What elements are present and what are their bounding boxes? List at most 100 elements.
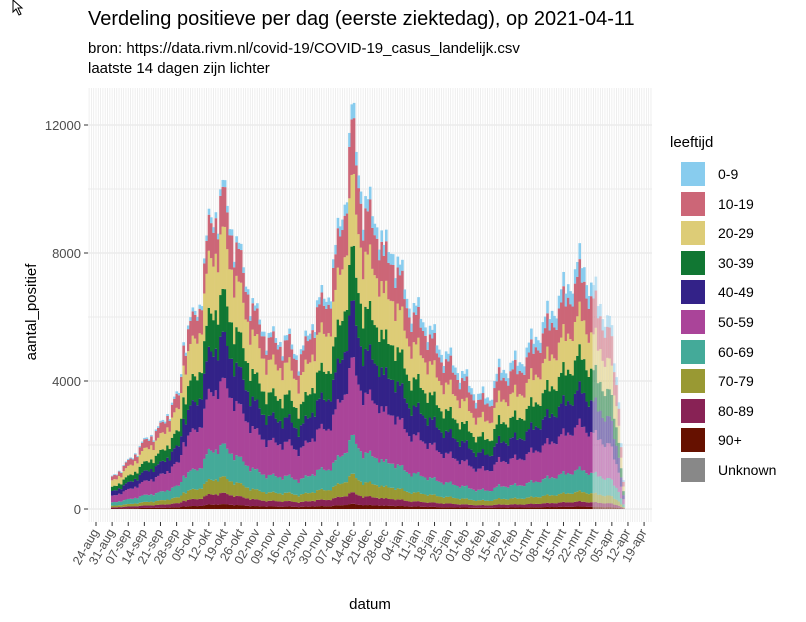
bar-segment-60-69 xyxy=(138,496,142,503)
bar-segment-0-9 xyxy=(292,353,296,359)
bar-segment-40-49 xyxy=(541,419,545,446)
bar-segment-50-59 xyxy=(166,471,169,491)
bar-segment-70-79 xyxy=(348,476,351,494)
bar-segment-90+ xyxy=(345,505,349,509)
bar-segment-60-69 xyxy=(173,486,176,498)
bar-segment-90+ xyxy=(120,508,123,509)
bar-segment-90+ xyxy=(163,507,167,509)
bar-segment-50-59 xyxy=(182,442,185,476)
bar-segment-40-49 xyxy=(136,480,139,488)
bar-segment-40-49 xyxy=(341,359,344,401)
bar-segment-80-89 xyxy=(371,497,374,506)
bar-segment-80-89 xyxy=(583,501,586,507)
bar-segment-60-69 xyxy=(223,443,227,477)
bar-segment-0-9 xyxy=(444,351,448,360)
bar-segment-80-89 xyxy=(249,499,252,507)
bar-segment-80-89 xyxy=(456,504,459,508)
bar-segment-20-29 xyxy=(398,310,402,353)
bar-segment-0-9 xyxy=(216,233,220,240)
bar-segment-0-9 xyxy=(110,475,114,477)
bar-segment-0-9 xyxy=(523,366,526,375)
bar-segment-70-79 xyxy=(361,484,365,498)
bar-segment-50-59 xyxy=(124,490,128,500)
bar-segment-70-79 xyxy=(516,498,519,505)
bar-segment-70-79 xyxy=(161,500,165,505)
bar-segment-90+ xyxy=(571,506,575,509)
legend-label: 80-89 xyxy=(718,402,754,419)
bar-segment-30-39 xyxy=(451,418,455,438)
bar-segment-0-9 xyxy=(509,362,512,372)
bar-segment-90+ xyxy=(596,506,600,509)
bar-segment-10-19 xyxy=(387,262,390,300)
bar-segment-90+ xyxy=(433,506,436,509)
bar-segment-30-39 xyxy=(555,390,559,418)
bar-segment-40-49 xyxy=(239,367,243,405)
bar-segment-80-89 xyxy=(573,501,577,507)
bar-segment-60-69 xyxy=(596,476,600,495)
bar-segment-40-49 xyxy=(461,440,464,461)
bar-segment-10-19 xyxy=(198,308,202,334)
bar-segment-50-59 xyxy=(325,430,328,471)
bar-segment-80-89 xyxy=(267,500,271,507)
bar-segment-30-39 xyxy=(435,405,439,428)
bar-segment-70-79 xyxy=(511,498,515,505)
bar-segment-30-39 xyxy=(490,440,494,456)
bar-segment-80-89 xyxy=(334,497,337,506)
bar-segment-90+ xyxy=(196,506,199,509)
bar-segment-40-49 xyxy=(481,449,485,467)
bar-segment-30-39 xyxy=(207,307,211,347)
bar-segment-20-29 xyxy=(168,431,172,449)
bar-segment-40-49 xyxy=(180,436,183,456)
bar-segment-10-19 xyxy=(355,165,358,215)
bar-segment-50-59 xyxy=(140,482,144,496)
bar-segment-0-9 xyxy=(180,374,183,377)
bar-segment-80-89 xyxy=(442,503,446,508)
bar-segment-10-19 xyxy=(341,230,344,270)
bar-segment-70-79 xyxy=(283,492,287,502)
bar-segment-50-59 xyxy=(219,381,222,446)
bar-segment-10-19 xyxy=(170,404,174,418)
bar-segment-0-9 xyxy=(461,370,464,379)
bar-segment-10-19 xyxy=(177,395,181,410)
bar-segment-70-79 xyxy=(546,494,549,503)
bar-segment-80-89 xyxy=(226,494,229,505)
bar-segment-30-39 xyxy=(262,391,266,415)
bar-segment-30-39 xyxy=(361,328,365,367)
bar-segment-40-49 xyxy=(484,455,487,471)
bar-segment-30-39 xyxy=(258,383,261,409)
bar-segment-60-69 xyxy=(133,497,137,504)
bar-segment-50-59 xyxy=(175,461,179,486)
bar-segment-40-49 xyxy=(527,429,531,453)
bar-segment-50-59 xyxy=(431,444,434,479)
chart-subtitle-source: bron: https://data.rivm.nl/covid-19/COVI… xyxy=(88,40,520,57)
bar-segment-50-59 xyxy=(500,461,503,487)
bar-segment-80-89 xyxy=(260,500,264,507)
bar-segment-40-49 xyxy=(175,445,179,462)
bar-segment-30-39 xyxy=(350,246,354,301)
bar-segment-90+ xyxy=(302,506,305,509)
bar-segment-80-89 xyxy=(297,502,301,508)
bar-segment-60-69 xyxy=(267,474,271,493)
bar-segment-90+ xyxy=(138,508,142,509)
bar-segment-80-89 xyxy=(391,499,395,506)
bar-segment-90+ xyxy=(527,507,531,509)
bar-segment-30-39 xyxy=(403,368,407,399)
bar-segment-40-49 xyxy=(497,435,501,457)
bar-segment-10-19 xyxy=(249,320,252,345)
bar-segment-40-49 xyxy=(502,441,506,461)
bar-segment-10-19 xyxy=(560,302,563,338)
bar-segment-40-49 xyxy=(534,426,538,451)
bar-segment-80-89 xyxy=(610,503,614,508)
bar-segment-90+ xyxy=(389,505,393,509)
bar-segment-80-89 xyxy=(387,498,390,506)
bar-segment-60-69 xyxy=(509,485,512,499)
bar-segment-60-69 xyxy=(410,476,413,494)
bar-segment-30-39 xyxy=(562,362,565,396)
bar-segment-20-29 xyxy=(456,400,459,424)
bar-segment-50-59 xyxy=(451,458,455,485)
bar-segment-60-69 xyxy=(454,485,457,499)
bar-segment-10-19 xyxy=(525,357,529,383)
bar-segment-90+ xyxy=(504,507,508,509)
bar-segment-30-39 xyxy=(405,374,409,404)
bar-segment-40-49 xyxy=(456,441,459,461)
